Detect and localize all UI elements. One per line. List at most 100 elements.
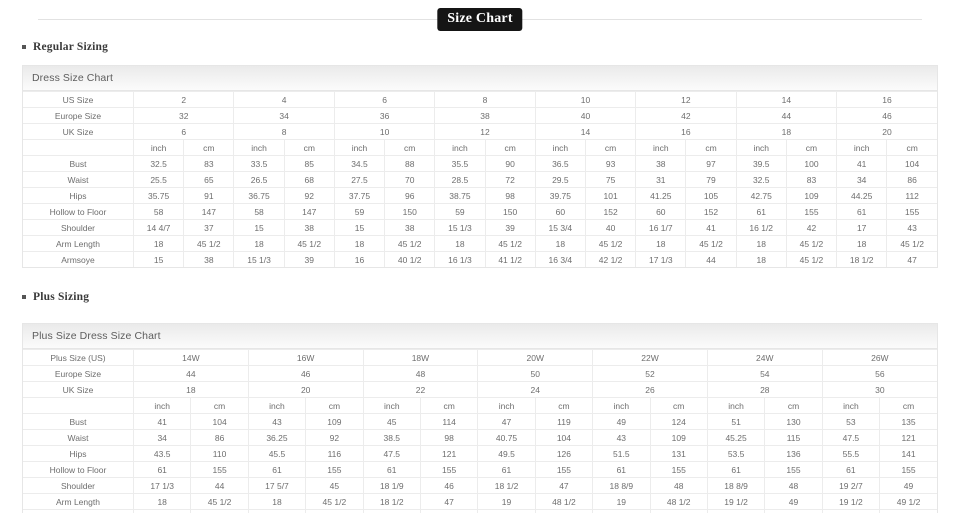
measurement-cell: 44 xyxy=(190,477,249,494)
size-header-cell: 14 xyxy=(735,91,838,108)
measurement-cell: 31 xyxy=(635,171,687,188)
measurement-cell: 18 xyxy=(735,251,787,267)
measurement-cell: 17 1/3 xyxy=(635,251,687,267)
measurement-cell: 33.5 xyxy=(233,155,285,172)
measurement-cell: 44 xyxy=(685,251,737,267)
plus-size-dress-size-chart-caption: Plus Size Dress Size Chart xyxy=(23,324,937,349)
measurement-cell: 47 xyxy=(419,493,479,510)
measurement-cell: 18 8/9 xyxy=(592,477,651,494)
unit-header-cell: inch xyxy=(821,397,881,414)
row-label: Hips xyxy=(23,187,134,204)
measurement-cell: 19 2/7 xyxy=(247,509,307,513)
unit-header-cell: cm xyxy=(764,397,823,414)
measurement-cell: 18 xyxy=(434,235,486,252)
dress-size-chart-caption: Dress Size Chart xyxy=(23,66,937,91)
unit-header-cell: cm xyxy=(584,139,637,156)
measurement-cell: 83 xyxy=(785,171,838,188)
size-header-cell: 20 xyxy=(836,123,937,140)
measurement-cell: 34.5 xyxy=(333,155,386,172)
measurement-cell: 52 4/5 xyxy=(649,509,708,513)
measurement-cell: 18 xyxy=(534,235,586,252)
measurement-cell: 18 xyxy=(735,235,787,252)
size-header-cell: 16 xyxy=(836,91,937,108)
measurement-cell: 17 5/7 xyxy=(247,477,307,494)
measurement-cell: 45 1/2 xyxy=(283,235,335,252)
row-label: Europe Size xyxy=(23,365,134,382)
size-header-cell: 22 xyxy=(362,381,479,398)
measurement-cell: 19 xyxy=(477,493,536,510)
measurement-cell: 32.5 xyxy=(735,171,787,188)
row-label: Armsoye xyxy=(23,251,134,267)
table-row: Waist 34 86 36.25 92 38.5 98 40.75 104 43 109 45.25… xyxy=(23,429,937,446)
measurement-cell: 17 1/3 xyxy=(132,477,192,494)
measurement-cell: 19 1/2 xyxy=(706,493,766,510)
page-title: Size Chart xyxy=(437,8,523,31)
measurement-cell: 42 1/2 xyxy=(584,251,637,267)
measurement-cell: 39.5 xyxy=(735,155,787,172)
measurement-cell: 18 8/9 xyxy=(706,477,766,494)
table-row: Arm Length 18 45 1/2 18 45 1/2 18 45 1/2 18 45 1… xyxy=(23,235,937,252)
measurement-cell: 109 xyxy=(305,413,364,430)
size-header-cell: 24W xyxy=(706,349,823,366)
measurement-cell: 45 1/2 xyxy=(190,493,249,510)
size-header-cell: 12 xyxy=(434,123,536,140)
table-row: inch cm inch cm inch cm inch cm inch cm inch cm inch… xyxy=(23,397,937,414)
table-row: Bust 41 104 43 109 45 114 47 119 49 124 51 130 53 135 xyxy=(23,413,937,430)
measurement-cell: 38.75 xyxy=(434,187,486,204)
measurement-cell: 41 1/2 xyxy=(484,251,536,267)
table-row: US Size 2 4 6 8 10 12 14 16 xyxy=(23,91,937,108)
table-row: Hollow to Floor 58 147 58 147 59 150 59 150 60 152… xyxy=(23,203,937,220)
measurement-cell: 86 xyxy=(886,171,937,188)
size-header-cell: 24 xyxy=(477,381,594,398)
unit-header-cell: inch xyxy=(247,397,307,414)
measurement-cell: 104 xyxy=(534,429,594,446)
measurement-cell: 150 xyxy=(384,203,436,220)
measurement-cell: 43.5 xyxy=(132,445,192,462)
measurement-cell: 115 xyxy=(764,429,823,446)
measurement-cell: 45 1/2 xyxy=(584,235,637,252)
measurement-cell: 155 xyxy=(419,461,479,478)
measurement-cell: 93 xyxy=(584,155,637,172)
table-row: Armsoye 15 38 15 1/3 39 16 40 1/2 16 1/3 41 1/2 1… xyxy=(23,251,937,267)
dress-size-chart-block: Dress Size Chart US Size 2 4 6 8 10 12 14 16 Euro… xyxy=(22,65,938,268)
measurement-cell: 49 xyxy=(305,509,364,513)
measurement-cell: 114 xyxy=(419,413,479,430)
unit-header-cell: cm xyxy=(419,397,479,414)
measurement-cell: 155 xyxy=(305,461,364,478)
measurement-cell: 155 xyxy=(785,203,838,220)
measurement-cell: 45 1/2 xyxy=(305,493,364,510)
page-title-banner: Size Chart xyxy=(0,0,960,34)
row-label: Hollow to Floor xyxy=(23,203,134,220)
measurement-cell: 45 1/2 xyxy=(183,235,235,252)
measurement-cell: 47.5 xyxy=(821,429,881,446)
measurement-cell: 130 xyxy=(764,413,823,430)
measurement-cell: 15 xyxy=(233,219,285,236)
size-header-cell: 28 xyxy=(706,381,823,398)
measurement-cell: 45.5 xyxy=(247,445,307,462)
unit-header-cell: inch xyxy=(592,397,651,414)
measurement-cell: 45 1/2 xyxy=(484,235,536,252)
unit-header-cell: inch xyxy=(333,139,386,156)
measurement-cell: 41 xyxy=(836,155,888,172)
measurement-cell: 141 xyxy=(879,445,937,462)
size-header-cell: 20W xyxy=(477,349,594,366)
measurement-cell: 48 1/2 xyxy=(649,493,708,510)
table-row: Hips 35.75 91 36.75 92 37.75 96 38.75 98 39.75 101… xyxy=(23,187,937,204)
section-heading-label: Regular Sizing xyxy=(33,41,109,53)
measurement-cell: 36.75 xyxy=(233,187,285,204)
measurement-cell: 121 xyxy=(419,445,479,462)
table-row: UK Size 18 20 22 24 26 28 30 xyxy=(23,381,937,398)
unit-header-cell: cm xyxy=(283,139,335,156)
measurement-cell: 101 xyxy=(584,187,637,204)
measurement-cell: 135 xyxy=(879,413,937,430)
measurement-cell: 49 xyxy=(879,477,937,494)
size-header-cell: 16W xyxy=(247,349,364,366)
unit-header-cell: cm xyxy=(534,397,594,414)
measurement-cell: 18 xyxy=(836,235,888,252)
measurement-cell: 104 xyxy=(886,155,937,172)
measurement-cell: 15 3/4 xyxy=(534,219,586,236)
measurement-cell: 90 xyxy=(484,155,536,172)
size-header-cell: 40 xyxy=(534,107,637,124)
measurement-cell: 155 xyxy=(886,203,937,220)
